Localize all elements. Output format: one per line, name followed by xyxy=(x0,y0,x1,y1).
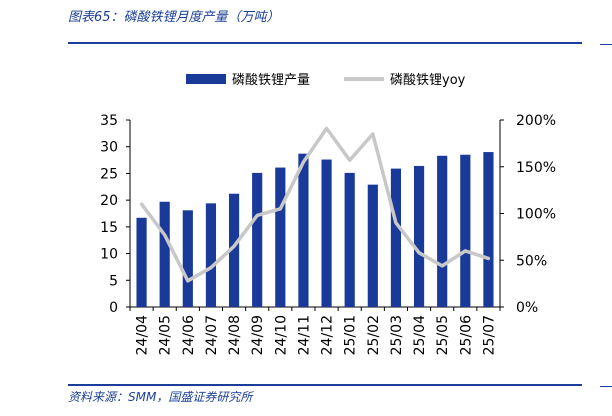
x-tick-label: 24/09 xyxy=(250,315,266,355)
x-tick-label: 25/03 xyxy=(389,315,405,355)
yoy-point xyxy=(232,245,236,248)
yoy-point xyxy=(440,264,444,268)
x-tick-label: 24/04 xyxy=(135,315,151,355)
x-tick-label: 24/07 xyxy=(204,315,220,355)
yoy-point xyxy=(325,127,328,130)
x-tick-label: 25/02 xyxy=(366,315,382,355)
bar xyxy=(367,184,378,307)
yoy-point xyxy=(163,233,166,237)
yoy-point xyxy=(371,132,375,136)
bottom-rule xyxy=(68,384,582,386)
x-tick-label: 25/01 xyxy=(343,315,359,355)
plot-area: 0 5 10 15 20 25 30 35 0% 50% 100% 150% 200% 24/04 24/0… xyxy=(100,113,556,355)
legend-bar-label: 磷酸铁锂产量 xyxy=(232,73,310,88)
yoy-point xyxy=(348,159,351,162)
x-tick-label: 24/06 xyxy=(181,315,197,355)
x-tick-label: 24/11 xyxy=(296,315,312,355)
x-tick-label: 24/12 xyxy=(320,315,336,355)
bar xyxy=(321,159,332,307)
bar xyxy=(460,154,471,307)
y2-tick-label: 150% xyxy=(516,160,556,176)
bar xyxy=(413,165,425,307)
top-rule xyxy=(68,42,582,44)
y2-tick-label: 100% xyxy=(516,207,556,223)
y-tick-label: 5 xyxy=(109,273,118,289)
yoy-point xyxy=(394,221,398,225)
top-rule-tail xyxy=(600,44,612,45)
yoy-line xyxy=(139,126,491,283)
y-tick-label: 25 xyxy=(100,166,118,182)
x-tick-label: 25/04 xyxy=(412,315,428,355)
y2-tick-label: 0% xyxy=(516,300,538,316)
x-tick-label: 24/10 xyxy=(273,315,289,355)
bar xyxy=(252,172,263,307)
bar xyxy=(483,152,494,307)
yoy-point xyxy=(487,257,490,260)
x-tick-label: 25/06 xyxy=(458,315,474,355)
figure-title: 图表65：磷酸铁锂月度产量（万吨） xyxy=(68,10,280,25)
legend-bar-swatch xyxy=(186,74,226,84)
y-tick-label: 0 xyxy=(109,300,118,316)
y-tick-label: 10 xyxy=(100,247,118,263)
y2-tick-label: 200% xyxy=(516,113,556,129)
yoy-point xyxy=(255,214,259,217)
y-tick-label: 20 xyxy=(100,193,118,209)
yoy-point xyxy=(209,266,213,269)
bar xyxy=(344,172,355,307)
yoy-point xyxy=(302,160,305,164)
y-tick-label: 15 xyxy=(100,220,118,236)
source-note: 资料来源：SMM，国盛证券研究所 xyxy=(68,390,253,404)
bar xyxy=(205,203,217,307)
bar xyxy=(182,210,193,307)
legend: 磷酸铁锂产量 磷酸铁锂yoy xyxy=(186,73,466,88)
x-tick-label: 25/05 xyxy=(435,315,451,355)
bar xyxy=(275,167,286,307)
x-tick-label: 24/05 xyxy=(158,315,174,355)
bottom-rule-tail xyxy=(600,386,612,387)
y-tick-label: 30 xyxy=(100,140,118,156)
bar xyxy=(136,217,147,307)
bar xyxy=(228,193,240,307)
yoy-point xyxy=(417,251,421,254)
yoy-point xyxy=(464,249,467,253)
y2-tick-label: 50% xyxy=(516,253,547,269)
bar xyxy=(298,153,309,307)
x-tick-label: 24/08 xyxy=(227,315,243,355)
legend-line-label: 磷酸铁锂yoy xyxy=(390,73,466,88)
x-tick-label: 25/07 xyxy=(481,315,497,355)
bar xyxy=(159,201,170,307)
yoy-point xyxy=(186,279,190,283)
y-tick-label: 35 xyxy=(100,113,118,129)
yoy-point xyxy=(140,202,143,206)
yoy-point xyxy=(279,207,282,211)
bar xyxy=(390,168,402,307)
bar xyxy=(437,155,448,307)
